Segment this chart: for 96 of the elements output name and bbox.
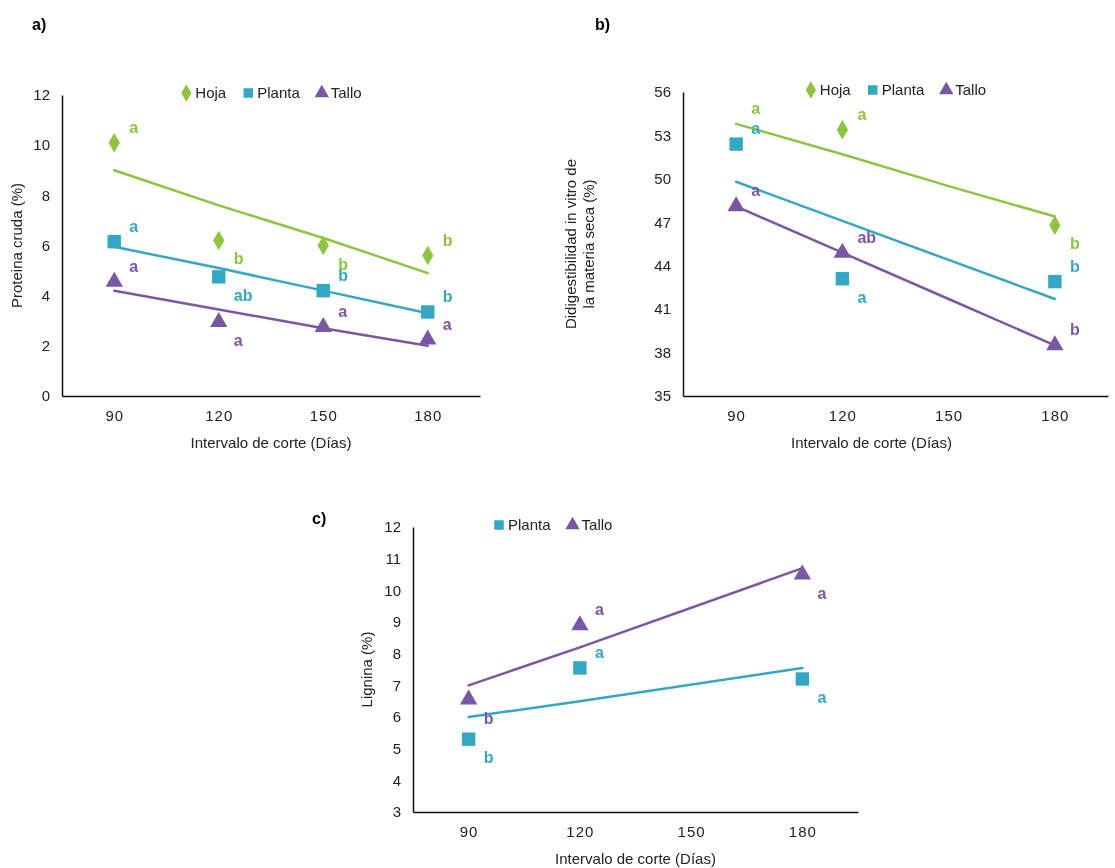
y-tick-label: 47: [654, 213, 671, 231]
point: [833, 242, 852, 258]
annotation: a: [817, 689, 827, 706]
y-tick-label: 12: [33, 86, 50, 104]
y-tick-label: 41: [654, 300, 671, 318]
point: [727, 196, 745, 212]
y-tick-label: 8: [41, 186, 50, 204]
y-tick-label: 2: [41, 337, 50, 355]
annotation: a: [233, 332, 243, 349]
annotation: b: [442, 287, 453, 305]
y-tick-label: 53: [654, 126, 671, 144]
y-tick-label: 8: [392, 644, 401, 662]
y-tick-label: 35: [654, 387, 671, 405]
point: [107, 235, 121, 249]
y-tick-label: 4: [41, 286, 50, 304]
legend-label: Tallo: [330, 84, 362, 101]
annotation: a: [338, 303, 348, 321]
annotation: ab: [233, 286, 253, 304]
point: [421, 305, 435, 319]
x-tick-label: 180: [788, 822, 817, 840]
annotation: a: [129, 217, 139, 235]
point: [314, 317, 332, 333]
x-tick-label: 90: [105, 406, 125, 424]
point: [1048, 274, 1062, 289]
point: [210, 312, 228, 328]
y-tick-label: 44: [654, 257, 671, 275]
point: [793, 564, 812, 580]
annotation: b: [1069, 235, 1080, 253]
annotation: a: [857, 288, 867, 306]
legend-label: Tallo: [955, 81, 987, 98]
legend-label: Hoja: [819, 81, 852, 98]
point: [212, 270, 226, 284]
chart-title: a): [32, 16, 47, 33]
point: [459, 689, 478, 705]
point: [573, 661, 587, 675]
x-tick-label: 90: [727, 406, 746, 424]
y-tick-label: 5: [392, 739, 401, 757]
point: [835, 272, 850, 286]
y-tick-label: 6: [41, 236, 50, 254]
x-tick-label: 120: [828, 406, 857, 424]
x-axis-title: Intervalo de corte (Días): [555, 850, 716, 867]
x-tick-label: 150: [309, 406, 338, 424]
annotation: a: [129, 257, 139, 275]
y-axis-title: Lignina (%): [358, 631, 375, 708]
annotation: a: [594, 643, 604, 661]
annotation: a: [129, 118, 139, 136]
annotation: a: [442, 315, 452, 333]
x-axis-title: Intervalo de corte (Días): [190, 434, 352, 451]
point: [571, 615, 589, 631]
y-axis-title: Didigestibilidad in vitro de la materia seca (%): [562, 158, 597, 330]
x-tick-label: 180: [1041, 406, 1070, 424]
annotation: a: [594, 601, 604, 619]
y-tick-label: 10: [384, 581, 401, 599]
y-tick-label: 4: [392, 771, 401, 789]
y-tick-label: 50: [654, 170, 671, 188]
chart-title: b): [595, 16, 611, 33]
y-tick-label: 0: [41, 387, 50, 405]
y-tick-label: 7: [392, 676, 401, 694]
legend-label: Planta: [257, 84, 301, 101]
legend-label: Planta: [881, 81, 925, 98]
y-tick-label: 12: [384, 518, 401, 536]
y-tick-label: 38: [654, 343, 671, 361]
annotation: b: [233, 250, 244, 268]
annotation: b: [483, 749, 494, 767]
line-series: [734, 180, 1057, 301]
y-tick-label: 6: [392, 708, 401, 726]
annotation: ab: [857, 228, 877, 246]
y-tick-label: 10: [33, 136, 50, 154]
legend-label: Planta: [508, 516, 552, 533]
point: [461, 732, 476, 746]
point: [1046, 335, 1064, 351]
annotation: b: [1069, 257, 1080, 275]
annotation: a: [817, 584, 827, 602]
annotation: b: [442, 231, 453, 249]
x-tick-label: 120: [205, 406, 234, 424]
y-tick-label: 9: [392, 613, 401, 631]
y-axis-title: Proteina cruda (%): [8, 182, 25, 309]
y-tick-label: 56: [654, 83, 671, 101]
point: [729, 137, 743, 151]
annotation: a: [751, 99, 761, 117]
point: [795, 672, 810, 686]
y-tick-label: 3: [392, 803, 401, 821]
legend-label: Hoja: [195, 84, 227, 101]
x-axis-title: Intervalo de corte (Días): [791, 434, 952, 451]
x-tick-label: 150: [935, 406, 964, 424]
y-tick-label: 11: [385, 549, 401, 567]
x-tick-label: 90: [459, 822, 479, 840]
annotation: a: [857, 105, 867, 123]
annotation: b: [1069, 321, 1080, 339]
x-tick-label: 120: [566, 822, 595, 840]
point: [316, 283, 330, 298]
point: [419, 329, 437, 345]
x-tick-label: 180: [414, 406, 443, 424]
chart-title: c): [312, 510, 327, 527]
legend-label: Tallo: [581, 516, 613, 533]
x-tick-label: 150: [677, 822, 706, 840]
